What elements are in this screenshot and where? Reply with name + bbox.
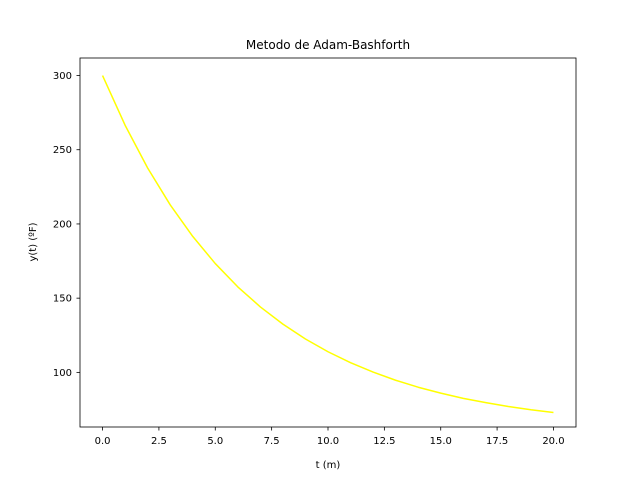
y-axis-ticks: 100 150 200 250 300 [53, 71, 80, 379]
x-tick-label: 0.0 [95, 436, 111, 447]
x-tick-label: 2.5 [151, 436, 167, 447]
chart-title: Metodo de Adam-Bashforth [246, 38, 410, 52]
y-tick-label: 250 [53, 145, 72, 156]
x-axis-label: t (m) [316, 460, 341, 471]
x-tick-label: 12.5 [373, 436, 395, 447]
x-tick-label: 17.5 [486, 436, 508, 447]
series-layer [101, 75, 554, 414]
y-tick-label: 100 [53, 368, 72, 379]
series-line [101, 75, 554, 414]
x-axis-ticks: 0.0 2.5 5.0 7.5 10.0 12.5 15.0 17.5 20.0 [95, 427, 565, 447]
x-tick-label: 7.5 [264, 436, 280, 447]
x-tick-label: 20.0 [542, 436, 564, 447]
y-axis-label: y(t) (ºF) [28, 222, 39, 261]
y-tick-label: 200 [53, 219, 72, 230]
plot-area [80, 58, 576, 427]
x-tick-label: 5.0 [207, 436, 223, 447]
x-tick-label: 15.0 [430, 436, 452, 447]
y-tick-label: 300 [53, 71, 72, 82]
x-tick-label: 10.0 [317, 436, 339, 447]
y-tick-label: 150 [53, 294, 72, 305]
plot-frame [79, 57, 577, 428]
